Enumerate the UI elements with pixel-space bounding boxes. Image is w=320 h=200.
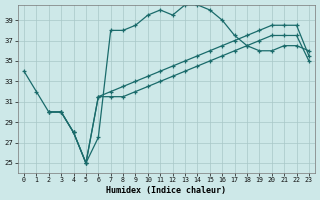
X-axis label: Humidex (Indice chaleur): Humidex (Indice chaleur) bbox=[107, 186, 227, 195]
